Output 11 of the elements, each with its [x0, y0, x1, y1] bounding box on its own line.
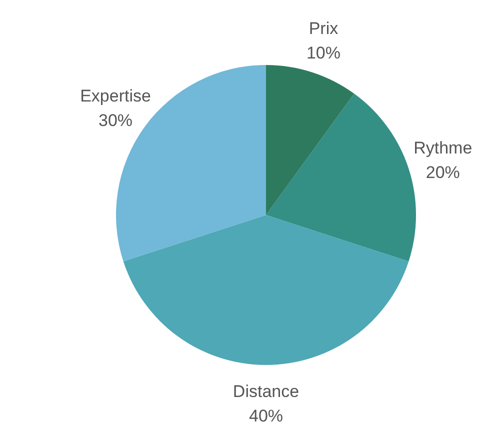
data-label: 10%: [306, 44, 340, 63]
data-label: 30%: [98, 111, 133, 130]
pie-slice: [266, 94, 416, 262]
slice-label: Distance: [232, 382, 300, 401]
data-label: 40%: [248, 406, 284, 426]
data-label: 20%: [426, 162, 460, 182]
slice-label: Prix: [308, 18, 339, 38]
pie-slice: [123, 215, 409, 365]
slice-label: Rythme: [414, 138, 472, 158]
slice-label: Expertise: [80, 86, 151, 106]
pie-slice: [266, 65, 354, 215]
